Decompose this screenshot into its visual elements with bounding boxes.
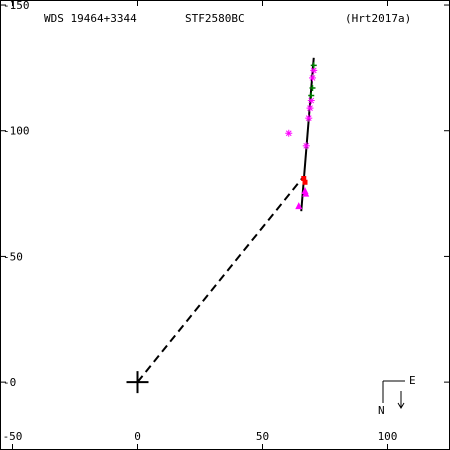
orbit-group bbox=[300, 57, 315, 212]
observation-asterisk bbox=[302, 142, 310, 150]
x-tick-label: 100 bbox=[378, 430, 398, 443]
compass-north-label: N bbox=[378, 404, 385, 417]
observation-asterisk bbox=[309, 74, 316, 82]
orbit-line bbox=[300, 57, 315, 212]
primary-star-group bbox=[126, 371, 149, 394]
observation-asterisk bbox=[305, 114, 313, 122]
observation-square bbox=[302, 179, 308, 185]
asterisk-stroke bbox=[310, 67, 317, 74]
asterisk-stroke bbox=[303, 142, 310, 149]
y-tick-label: -0 bbox=[3, 376, 16, 389]
x-tick-label: -50 bbox=[3, 430, 23, 443]
asterisk-stroke bbox=[309, 75, 316, 81]
direction-arrow-head bbox=[397, 402, 405, 409]
connector-group bbox=[136, 177, 303, 383]
asterisk-stroke bbox=[307, 105, 313, 111]
discoverer-code: STF2580BC bbox=[185, 12, 245, 25]
y-axis-ticks: -150 -100 -50 -0 bbox=[0, 0, 450, 389]
observation-triangle bbox=[302, 189, 310, 197]
observation-plus bbox=[309, 84, 316, 91]
observation-plus bbox=[310, 62, 317, 69]
x-axis-ticks: -50 0 50 100 bbox=[3, 0, 398, 450]
x-tick-label: 50 bbox=[256, 430, 269, 443]
y-tick-label: -100 bbox=[3, 125, 30, 138]
observation-asterisk bbox=[306, 104, 314, 112]
asterisk-stroke bbox=[285, 130, 292, 137]
asterisk-stroke bbox=[305, 115, 312, 122]
observations-group bbox=[285, 62, 318, 210]
compass-east-label: E bbox=[409, 374, 416, 387]
x-tick-label: 0 bbox=[134, 430, 141, 443]
observation-square bbox=[301, 175, 307, 181]
periastron-connector-line bbox=[136, 177, 303, 383]
y-tick-label: -50 bbox=[3, 250, 23, 263]
observation-triangle bbox=[295, 202, 303, 210]
observation-plus bbox=[308, 92, 315, 99]
compass-icon: E N bbox=[378, 374, 416, 417]
asterisk-stroke bbox=[308, 97, 315, 104]
observation-asterisk bbox=[285, 129, 293, 137]
wds-designation: WDS 19464+3344 bbox=[44, 12, 137, 25]
reference-code: (Hrt2017a) bbox=[345, 12, 411, 25]
y-tick-label: -150 bbox=[3, 0, 30, 12]
